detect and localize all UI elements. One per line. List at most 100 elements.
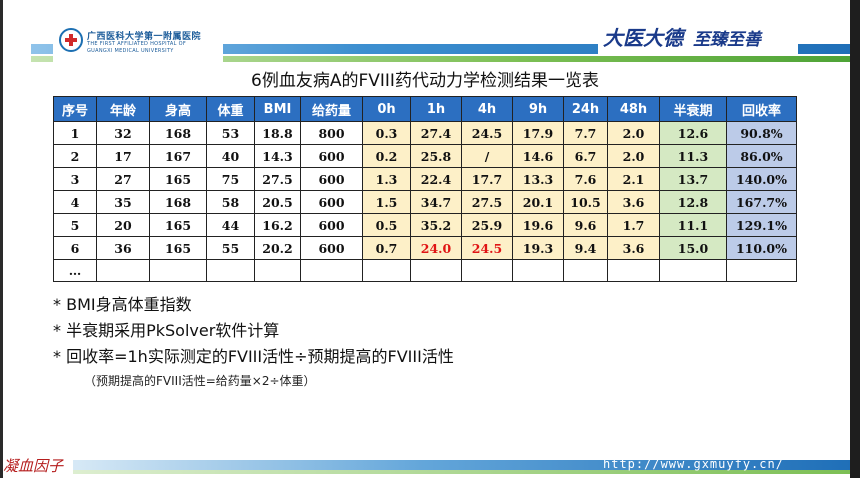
column-header: 序号 [53, 96, 97, 122]
footer-url: http://www.gxmuyfy.cn/ [603, 457, 784, 471]
table-cell: 11.3 [659, 144, 727, 168]
table-cell [563, 259, 608, 282]
table-cell: 25.9 [461, 213, 513, 237]
header-blue-band [31, 44, 850, 54]
table-cell: 20 [96, 213, 150, 237]
table-cell: 3 [53, 167, 97, 191]
table-cell [607, 259, 660, 282]
column-header: 24h [563, 96, 608, 122]
column-header: 半衰期 [659, 96, 727, 122]
note-recovery: * 回收率=1h实际测定的FVIII活性÷预期提高的FVIII活性 [53, 347, 454, 366]
table-row: 6 36 165 55 20.2 600 0.7 24.0 24.5 19.3 9.4 3.6 15.0… [53, 236, 797, 260]
column-header: 身高 [149, 96, 207, 122]
table-cell [149, 259, 207, 282]
table-cell [206, 259, 255, 282]
pk-results-table: 序号 年龄 身高 体重 BMI 给药量 0h 1h 4h 9h 24h 48h 半衰期 回收率 1 32 16… [53, 96, 797, 282]
column-header: 0h [362, 96, 411, 122]
slide-header: 广西医科大学第一附属医院 THE FIRST AFFILIATED HOSPIT… [3, 0, 850, 70]
slide-title: 6例血友病A的FVIII药代动力学检测结果一览表 [251, 71, 599, 91]
table-row: … [53, 259, 797, 282]
table-cell: 5 [53, 213, 97, 237]
table-cell: 18.8 [254, 121, 301, 145]
table-cell: 27 [96, 167, 150, 191]
table-cell: 3.6 [607, 190, 660, 214]
table-cell: 168 [149, 121, 207, 145]
table-cell: 165 [149, 167, 207, 191]
table-cell: 2.1 [607, 167, 660, 191]
table-cell: 167 [149, 144, 207, 168]
table-cell: 27.5 [254, 167, 301, 191]
table-cell: 25.8 [410, 144, 462, 168]
hospital-name-en-line2: GUANGXI MEDICAL UNIVERSITY [87, 48, 174, 54]
table-cell [300, 259, 363, 282]
table-cell: 17.9 [512, 121, 564, 145]
hospital-name-cn: 广西医科大学第一附属医院 [87, 32, 202, 42]
table-cell: 600 [300, 190, 363, 214]
table-cell: 75 [206, 167, 255, 191]
column-header: 年龄 [96, 96, 150, 122]
table-cell: … [53, 259, 97, 282]
table-cell: 1.3 [362, 167, 411, 191]
table-cell: 35.2 [410, 213, 462, 237]
footer-logo-text: 凝血因子 [3, 457, 64, 475]
table-cell: 24.0 [410, 236, 462, 260]
table-cell: 6.7 [563, 144, 608, 168]
table-cell: 34.7 [410, 190, 462, 214]
table-cell: 600 [300, 167, 363, 191]
column-header: 9h [512, 96, 564, 122]
table-cell: / [461, 144, 513, 168]
table-cell: 19.3 [512, 236, 564, 260]
table-cell: 12.6 [659, 121, 727, 145]
hospital-name-en-line1: THE FIRST AFFILIATED HOSPITAL OF [87, 41, 187, 47]
table-cell: 20.2 [254, 236, 301, 260]
table-cell: 6 [53, 236, 97, 260]
footer-green-band [73, 470, 850, 474]
table-cell: 13.7 [659, 167, 727, 191]
table-cell: 32 [96, 121, 150, 145]
table-cell: 168 [149, 190, 207, 214]
table-cell: 1 [53, 121, 97, 145]
table-cell: 2 [53, 144, 97, 168]
table-cell: 600 [300, 144, 363, 168]
table-cell: 165 [149, 213, 207, 237]
table-cell: 17 [96, 144, 150, 168]
header-green-band [31, 56, 850, 62]
table-cell: 20.5 [254, 190, 301, 214]
table-row: 5 20 165 44 16.2 600 0.5 35.2 25.9 19.6 9.6 1.7 11.1… [53, 213, 797, 237]
table-row: 3 27 165 75 27.5 600 1.3 22.4 17.7 13.3 7.6 2.1 13.7… [53, 167, 797, 191]
table-cell [96, 259, 150, 282]
table-cell: 600 [300, 213, 363, 237]
column-header: 给药量 [300, 96, 363, 122]
hospital-logo-icon [59, 28, 83, 52]
table-cell: 0.7 [362, 236, 411, 260]
table-cell: 1.5 [362, 190, 411, 214]
table-cell [659, 259, 727, 282]
table-cell: 2.0 [607, 144, 660, 168]
table-cell: 11.1 [659, 213, 727, 237]
screen-edge-left [0, 0, 3, 478]
screen-edge-right [850, 0, 860, 478]
table-cell: 7.7 [563, 121, 608, 145]
table-cell [512, 259, 564, 282]
note-expected-activity: （预期提高的FVIII活性=给药量×2÷体重） [84, 374, 316, 388]
table-cell [461, 259, 513, 282]
column-header: BMI [254, 96, 301, 122]
table-cell: 2.0 [607, 121, 660, 145]
footer-blue-band [73, 460, 850, 470]
column-header: 1h [410, 96, 462, 122]
table-cell: 110.0% [726, 236, 797, 260]
table-cell: 13.3 [512, 167, 564, 191]
table-cell [362, 259, 411, 282]
motto-part2: 至臻至善 [693, 30, 761, 50]
table-cell: 9.4 [563, 236, 608, 260]
table-cell: 86.0% [726, 144, 797, 168]
table-cell: 40 [206, 144, 255, 168]
table-cell: 17.7 [461, 167, 513, 191]
column-header: 回收率 [726, 96, 797, 122]
table-header-row: 序号 年龄 身高 体重 BMI 给药量 0h 1h 4h 9h 24h 48h 半衰期 回收率 [53, 96, 797, 122]
table-cell: 35 [96, 190, 150, 214]
table-cell: 0.2 [362, 144, 411, 168]
table-row: 2 17 167 40 14.3 600 0.2 25.8/14.6 6.7 2.0 11.3 86.… [53, 144, 797, 168]
table-cell: 16.2 [254, 213, 301, 237]
table-cell: 12.8 [659, 190, 727, 214]
